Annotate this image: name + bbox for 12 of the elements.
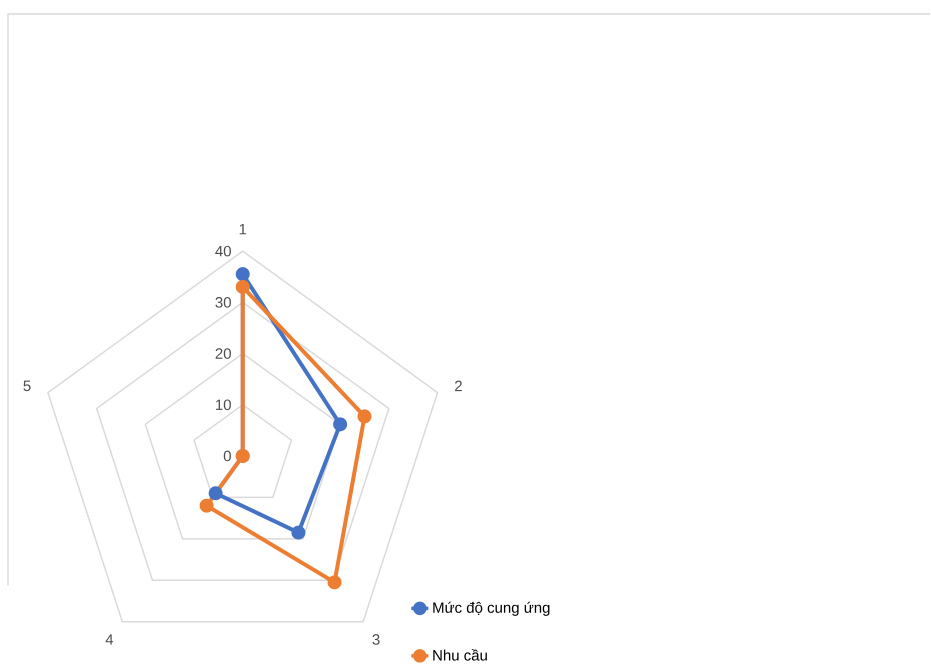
y-tick-label: 30: [215, 297, 231, 308]
spoke-label: 3: [372, 634, 380, 645]
spoke-label: 5: [23, 380, 31, 392]
spoke-label: 2: [455, 380, 462, 392]
y-tick-label: 0: [224, 450, 231, 462]
y-tick-label: 10: [216, 400, 231, 410]
legend-label: Mức độ cung ứng: [433, 602, 550, 616]
spoke-label: 4: [106, 634, 114, 645]
spoke-label: 1: [240, 224, 246, 234]
y-tick-label: 20: [216, 348, 231, 359]
y-tick-label: 40: [215, 246, 231, 257]
legend-label: Nhu cầu: [433, 649, 487, 661]
